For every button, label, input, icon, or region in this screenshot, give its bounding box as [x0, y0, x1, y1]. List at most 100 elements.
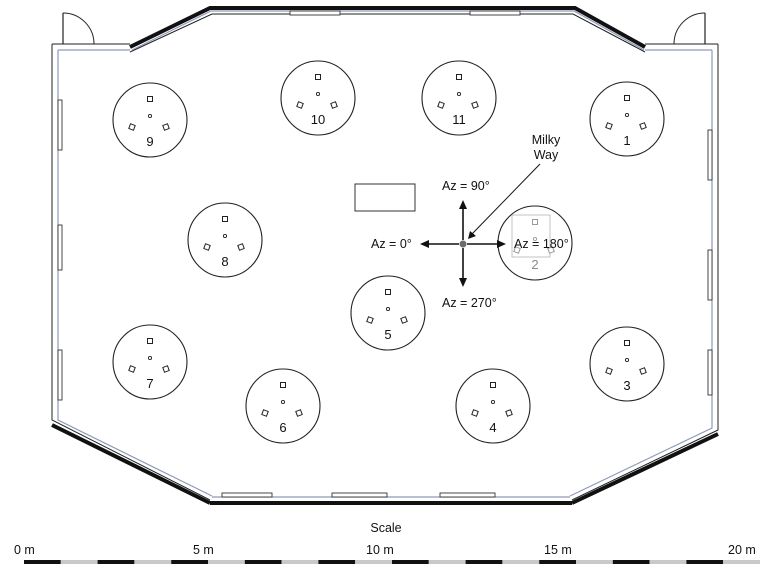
antenna-element-2	[605, 367, 613, 375]
antenna-element-2	[261, 409, 269, 417]
antenna-label: 10	[311, 112, 325, 127]
antenna-element-3	[505, 409, 513, 417]
window-left-2	[57, 224, 63, 271]
scale-tick-0: 0 m	[14, 543, 35, 557]
antenna-element-1	[315, 74, 321, 80]
window-top-2	[469, 10, 521, 16]
antenna-element-1	[624, 95, 630, 101]
antenna-circle	[421, 60, 497, 136]
scale-tick-10: 10 m	[366, 543, 394, 557]
antenna-element-2	[203, 243, 211, 251]
scale-tick-20: 20 m	[728, 543, 756, 557]
antenna-label: 8	[221, 254, 228, 269]
milky-way-label-line2: Way	[534, 148, 559, 162]
antenna-circle	[280, 60, 356, 136]
antenna-center	[532, 236, 538, 242]
arrowhead-down	[459, 278, 467, 287]
scale-segment	[208, 560, 245, 564]
door-left	[62, 12, 95, 45]
antenna-circle	[589, 81, 665, 157]
window-bottom-2	[331, 492, 388, 498]
window-bottom-1	[221, 492, 273, 498]
arrowhead-up	[459, 200, 467, 209]
arrowhead-left	[420, 240, 429, 248]
antenna-circle	[589, 326, 665, 402]
antenna-center	[624, 112, 630, 118]
antenna-circle	[187, 202, 263, 278]
antenna-circle	[112, 324, 188, 400]
window-left-3	[57, 349, 63, 401]
scale-segment	[171, 560, 208, 564]
antenna-element-2	[128, 365, 136, 373]
antenna-label: 1	[623, 133, 630, 148]
highlight-box	[511, 214, 551, 258]
antenna-station-9: 9	[112, 82, 188, 158]
antenna-stations: 1 2 3 4 5 6 7 8 9 10 11	[112, 60, 665, 444]
antenna-element-1	[490, 382, 496, 388]
scale-segment	[686, 560, 724, 564]
az-180-label: Az = 180°	[514, 237, 569, 251]
scale-segment	[355, 560, 392, 564]
antenna-label: 5	[384, 327, 391, 342]
antenna-center	[147, 355, 153, 361]
scale-segment	[428, 560, 466, 564]
left-wall	[51, 44, 211, 501]
antenna-station-10: 10	[280, 60, 356, 136]
azimuth-compass: Az = 90° Az = 0° Az = 180° Az = 270°	[371, 179, 569, 310]
right-wall	[571, 44, 719, 501]
antenna-center	[315, 91, 321, 97]
az-270-label: Az = 270°	[442, 296, 497, 310]
antenna-label: 6	[279, 420, 286, 435]
antenna-element-2	[513, 246, 521, 254]
antenna-circle	[112, 82, 188, 158]
antenna-station-5: 5	[350, 275, 426, 351]
antenna-element-1	[222, 216, 228, 222]
antenna-label: 11	[452, 112, 466, 127]
antenna-element-1	[280, 382, 286, 388]
antenna-element-1	[385, 289, 391, 295]
antenna-element-2	[366, 316, 374, 324]
antenna-label: 4	[489, 420, 496, 435]
antenna-element-3	[471, 101, 479, 109]
az-90-label: Az = 90°	[442, 179, 490, 193]
antenna-element-3	[330, 101, 338, 109]
window-right-3	[707, 349, 713, 396]
antenna-center	[222, 233, 228, 239]
antenna-circle	[350, 275, 426, 351]
milky-way-label-line1: Milky	[532, 133, 561, 147]
antenna-station-1: 1	[589, 81, 665, 157]
scale-segment	[318, 560, 356, 564]
scale-segment	[60, 560, 98, 564]
table	[354, 183, 416, 212]
az-0-label: Az = 0°	[371, 237, 412, 251]
door-right	[673, 12, 706, 45]
antenna-element-2	[471, 409, 479, 417]
antenna-element-1	[147, 96, 153, 102]
antenna-element-2	[437, 101, 445, 109]
inner-wall-blue-top	[131, 10, 645, 51]
scale-tick-5: 5 m	[193, 543, 214, 557]
scale-segment	[281, 560, 319, 564]
antenna-element-2	[296, 101, 304, 109]
antenna-element-2	[605, 122, 613, 130]
scale-segment	[465, 560, 503, 564]
window-top-1	[289, 10, 341, 16]
scale-segment	[649, 560, 687, 564]
antenna-element-3	[639, 367, 647, 375]
antenna-element-3	[547, 246, 555, 254]
antenna-label: 3	[623, 378, 630, 393]
antenna-center	[624, 357, 630, 363]
antenna-element-1	[147, 338, 153, 344]
inner-wall-top	[129, 13, 646, 53]
antenna-element-3	[162, 365, 170, 373]
scale-title: Scale	[370, 521, 401, 535]
scale-segment	[244, 560, 282, 564]
left-wall-inner	[57, 50, 213, 497]
outer-wall-top	[129, 6, 646, 49]
scale-segment	[723, 560, 760, 564]
antenna-label: 7	[146, 376, 153, 391]
antenna-station-3: 3	[589, 326, 665, 402]
antenna-element-1	[624, 340, 630, 346]
center-point	[459, 240, 467, 248]
